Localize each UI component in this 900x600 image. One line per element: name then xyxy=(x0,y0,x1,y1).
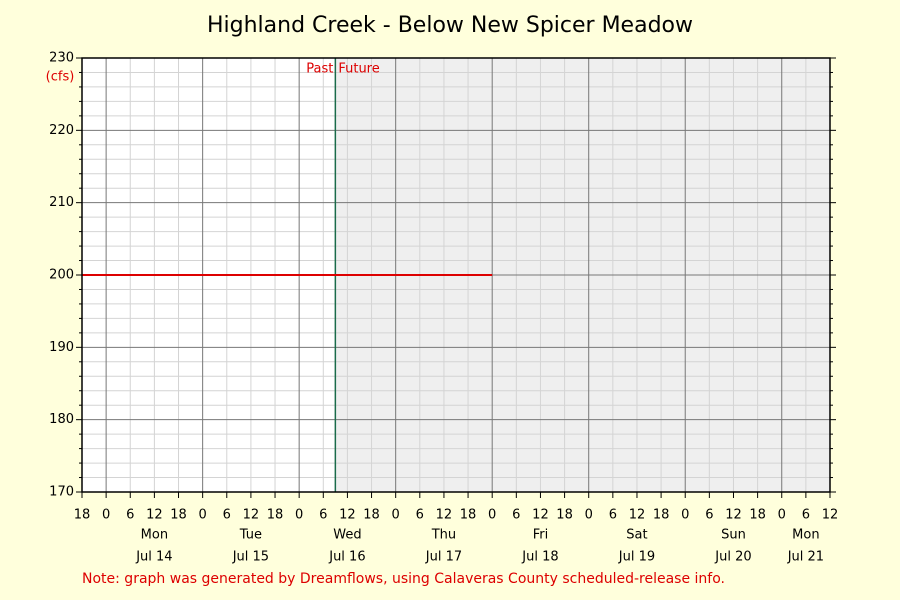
day-date: Jul 20 xyxy=(714,550,751,565)
day-weekday: Thu xyxy=(431,528,456,543)
day-date: Jul 16 xyxy=(328,550,365,565)
x-tick-label: 6 xyxy=(609,508,617,523)
plot-frame xyxy=(81,57,831,493)
note: Note: graph was generated by Dreamflows,… xyxy=(82,571,725,587)
x-tick-label: 18 xyxy=(363,508,380,523)
x-tick-label: 6 xyxy=(705,508,713,523)
y-tick-label: 190 xyxy=(49,340,74,355)
day-weekday: Wed xyxy=(333,528,361,543)
y-tick-label: 200 xyxy=(49,268,74,283)
x-tick-label: 0 xyxy=(295,508,303,523)
x-tick-label: 0 xyxy=(488,508,496,523)
future-label: Future xyxy=(338,62,379,77)
x-tick-label: 6 xyxy=(319,508,327,523)
day-date: Jul 19 xyxy=(618,550,655,565)
x-tick-label: 6 xyxy=(802,508,810,523)
x-tick-label: 0 xyxy=(585,508,593,523)
x-tick-label: 12 xyxy=(436,508,453,523)
x-tick-label: 6 xyxy=(512,508,520,523)
x-tick-label: 12 xyxy=(243,508,260,523)
x-tick-label: 12 xyxy=(822,508,839,523)
y-tick-label: 230 xyxy=(49,51,74,66)
day-date: Jul 14 xyxy=(135,550,172,565)
day-weekday: Fri xyxy=(533,528,549,543)
x-tick-label: 6 xyxy=(126,508,134,523)
day-date: Jul 21 xyxy=(787,550,824,565)
day-weekday: Sat xyxy=(626,528,647,543)
y-tick-label: 180 xyxy=(49,412,74,427)
day-date: Jul 15 xyxy=(232,550,269,565)
x-tick-label: 0 xyxy=(102,508,110,523)
x-tick-label: 12 xyxy=(725,508,742,523)
x-tick-label: 12 xyxy=(629,508,646,523)
y-tick-label: 210 xyxy=(49,195,74,210)
day-date: Jul 18 xyxy=(521,550,558,565)
x-tick-label: 18 xyxy=(653,508,670,523)
past-label: Past xyxy=(306,62,333,77)
y-axis-label: (cfs) xyxy=(46,70,75,85)
day-weekday: Sun xyxy=(721,528,746,543)
x-tick-label: 18 xyxy=(749,508,766,523)
chart-title: Highland Creek - Below New Spicer Meadow xyxy=(207,13,693,38)
x-tick-label: 6 xyxy=(416,508,424,523)
x-tick-label: 0 xyxy=(681,508,689,523)
day-weekday: Mon xyxy=(141,528,168,543)
x-tick-label: 6 xyxy=(223,508,231,523)
x-tick-label: 18 xyxy=(267,508,284,523)
x-tick-label: 12 xyxy=(146,508,163,523)
y-tick-label: 220 xyxy=(49,123,74,138)
y-tick-label: 170 xyxy=(49,485,74,500)
day-weekday: Mon xyxy=(792,528,819,543)
x-tick-label: 12 xyxy=(339,508,356,523)
x-tick-label: 0 xyxy=(778,508,786,523)
x-tick-label: 12 xyxy=(532,508,549,523)
x-tick-label: 18 xyxy=(74,508,91,523)
x-tick-label: 18 xyxy=(170,508,187,523)
day-date: Jul 17 xyxy=(425,550,462,565)
x-tick-label: 18 xyxy=(556,508,573,523)
day-weekday: Tue xyxy=(239,528,262,543)
x-tick-label: 18 xyxy=(460,508,477,523)
x-tick-label: 0 xyxy=(199,508,207,523)
x-tick-label: 0 xyxy=(392,508,400,523)
